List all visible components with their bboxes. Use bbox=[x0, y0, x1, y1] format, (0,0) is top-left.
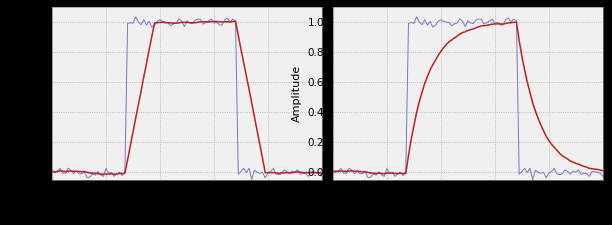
X-axis label: Sample number: Sample number bbox=[143, 205, 231, 215]
Y-axis label: Amplitude: Amplitude bbox=[11, 65, 21, 122]
Y-axis label: Amplitude: Amplitude bbox=[292, 65, 302, 122]
X-axis label: Sample number: Sample number bbox=[424, 205, 512, 215]
